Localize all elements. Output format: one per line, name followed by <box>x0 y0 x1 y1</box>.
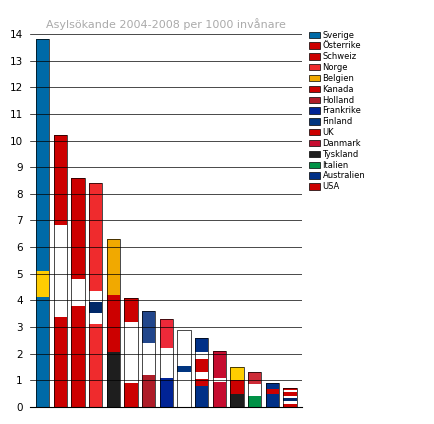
Bar <box>265 383 278 388</box>
Bar <box>89 290 102 302</box>
Bar <box>212 351 225 407</box>
Bar <box>36 39 49 407</box>
Bar <box>230 367 243 380</box>
Bar <box>283 388 296 407</box>
Bar <box>142 311 155 343</box>
Bar <box>107 239 120 295</box>
Bar <box>265 394 278 407</box>
Bar <box>159 319 173 407</box>
Bar <box>247 396 261 407</box>
Bar <box>107 295 120 351</box>
Legend: Sverige, Österrike, Schweiz, Norge, Belgien, Kanada, Holland, Frankrike, Finland: Sverige, Österrike, Schweiz, Norge, Belg… <box>309 31 365 191</box>
Bar <box>159 378 173 407</box>
Bar <box>36 297 49 407</box>
Bar <box>212 351 225 378</box>
Bar <box>36 271 49 297</box>
Bar <box>194 372 208 379</box>
Bar <box>159 348 173 378</box>
Bar <box>124 298 138 322</box>
Bar <box>247 372 261 384</box>
Bar <box>54 135 67 225</box>
Bar <box>89 313 102 324</box>
Bar <box>230 380 243 394</box>
Bar <box>247 372 261 407</box>
Bar <box>177 372 190 407</box>
Bar <box>89 324 102 407</box>
Bar <box>89 302 102 313</box>
Title: Asylsökande 2004-2008 per 1000 invånare: Asylsökande 2004-2008 per 1000 invånare <box>46 19 286 31</box>
Bar <box>54 317 67 407</box>
Bar <box>194 386 208 407</box>
Bar <box>283 404 296 407</box>
Bar <box>71 178 85 279</box>
Bar <box>124 298 138 407</box>
Bar <box>71 306 85 407</box>
Bar <box>283 390 296 393</box>
Bar <box>212 382 225 407</box>
Bar <box>107 351 120 407</box>
Bar <box>124 383 138 407</box>
Bar <box>89 183 102 407</box>
Bar <box>265 383 278 407</box>
Bar <box>36 39 49 271</box>
Bar <box>230 367 243 407</box>
Bar <box>159 319 173 348</box>
Bar <box>107 239 120 407</box>
Bar <box>283 393 296 396</box>
Bar <box>247 384 261 396</box>
Bar <box>54 225 67 317</box>
Bar <box>89 183 102 290</box>
Bar <box>194 338 208 351</box>
Bar <box>194 338 208 407</box>
Bar <box>177 330 190 366</box>
Bar <box>265 388 278 394</box>
Bar <box>283 398 296 402</box>
Bar <box>194 359 208 372</box>
Bar <box>212 378 225 382</box>
Bar <box>124 322 138 383</box>
Bar <box>142 375 155 407</box>
Bar <box>194 379 208 386</box>
Bar <box>230 394 243 407</box>
Bar <box>283 402 296 404</box>
Bar <box>194 351 208 359</box>
Bar <box>142 343 155 375</box>
Bar <box>177 366 190 372</box>
Bar <box>142 311 155 407</box>
Bar <box>177 330 190 407</box>
Bar <box>283 388 296 390</box>
Bar <box>54 135 67 407</box>
Bar <box>71 178 85 407</box>
Bar <box>71 279 85 306</box>
Bar <box>283 396 296 398</box>
